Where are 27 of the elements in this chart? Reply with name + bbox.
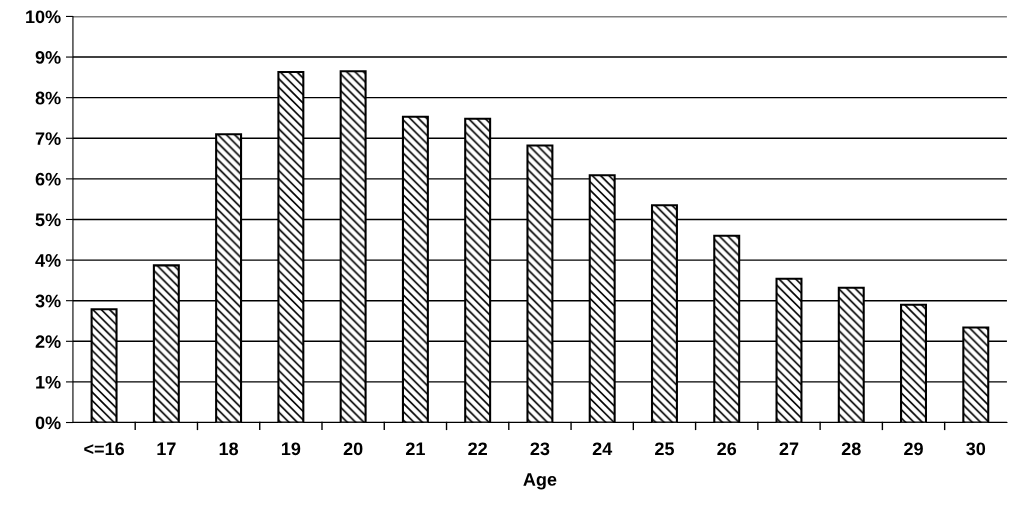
x-tick-label: 19 [281,442,301,456]
x-tick-label: 30 [966,442,986,456]
x-tick-label: 18 [219,442,239,456]
y-tick-label: 4% [35,254,61,267]
y-tick-label: 8% [35,91,61,105]
x-tick-label: 27 [779,442,799,456]
y-tick-label: 1% [36,375,61,389]
x-tick-label: 20 [343,442,363,456]
x-tick-label: 28 [841,442,861,456]
y-tick-label: 6% [35,172,61,186]
x-tick-label: <=16 [84,442,124,456]
x-tick-label: 25 [655,442,674,456]
y-tick-label: 2% [35,335,61,348]
y-tick-label: 5% [35,213,61,227]
y-tick-label: 0% [35,416,61,430]
x-tick-label: 17 [157,442,176,456]
y-tick-label: 9% [35,50,61,64]
x-tick-label: 23 [530,442,550,456]
x-axis-title: Age [523,473,557,490]
x-tick-label: 26 [717,442,737,456]
x-tick-label: 24 [592,442,613,456]
x-tick-label: 21 [405,442,425,456]
y-tick-label: 7% [35,132,61,145]
x-tick-label: 22 [468,442,487,456]
y-tick-label: 3% [35,294,61,308]
y-tick-label: 10% [26,10,61,24]
x-tick-label: 29 [904,442,923,456]
